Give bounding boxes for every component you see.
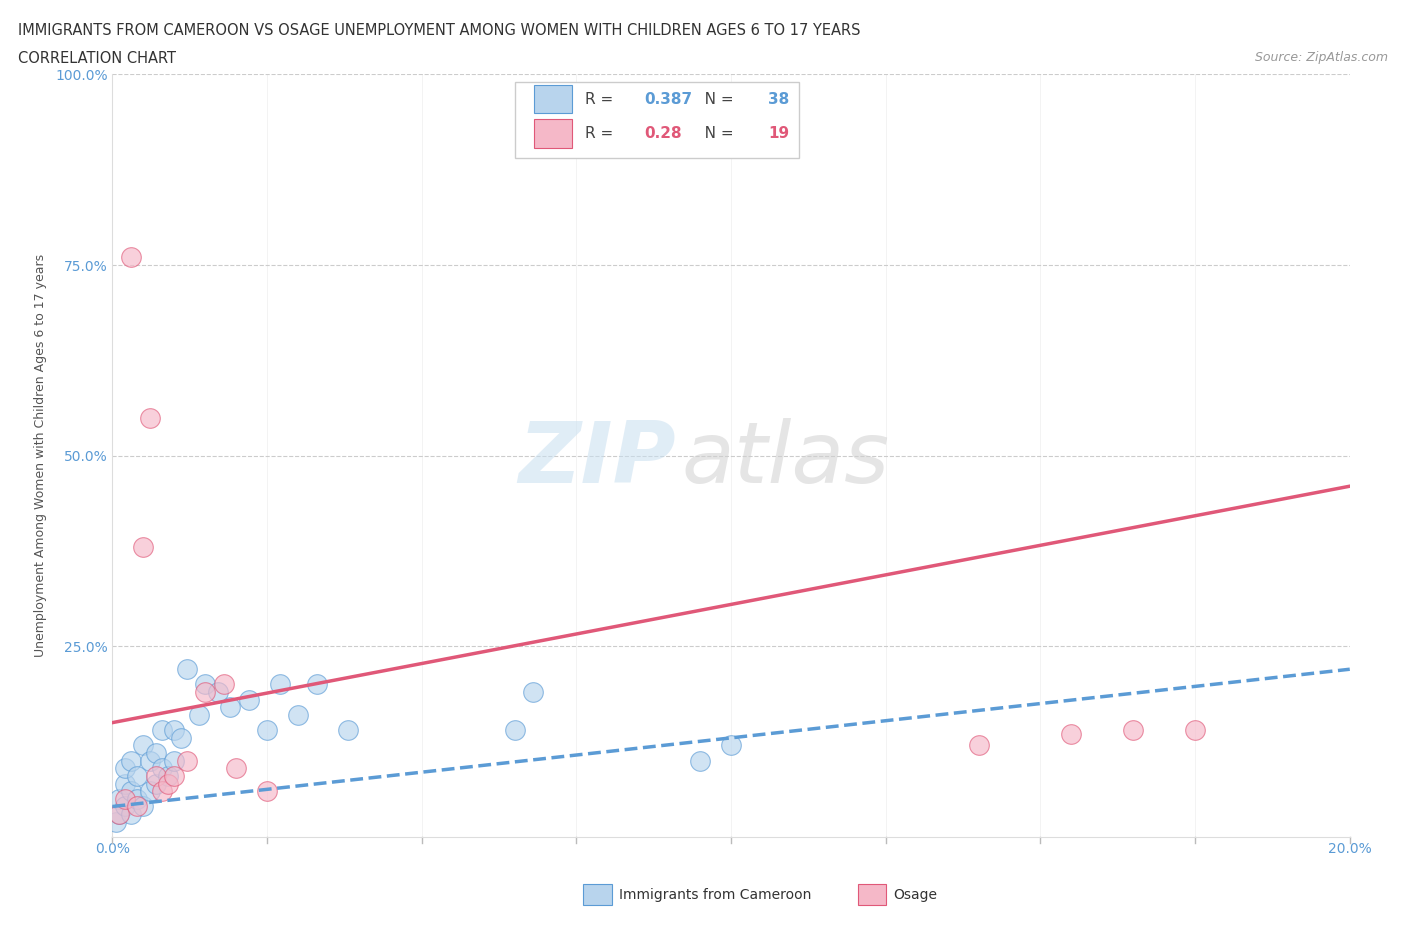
Bar [583, 884, 612, 905]
Y-axis label: Unemployment Among Women with Children Ages 6 to 17 years: Unemployment Among Women with Children A… [34, 254, 46, 658]
Point [1060, 726, 1083, 741]
Point [176, 662, 198, 677]
Point [689, 753, 711, 768]
Point [120, 250, 142, 265]
Point [207, 684, 229, 699]
Text: R =: R = [585, 126, 619, 141]
Point [238, 692, 260, 707]
Point [132, 738, 155, 753]
Point [256, 723, 278, 737]
Point [145, 746, 167, 761]
Point [967, 738, 990, 753]
Point [138, 410, 160, 425]
Point [163, 753, 186, 768]
Text: Source: ZipAtlas.com: Source: ZipAtlas.com [1254, 51, 1388, 64]
Point [120, 784, 142, 799]
Point [169, 730, 191, 745]
Text: R =: R = [585, 92, 619, 107]
Text: CORRELATION CHART: CORRELATION CHART [18, 51, 176, 66]
Text: N =: N = [690, 126, 738, 141]
Point [212, 677, 235, 692]
Point [150, 761, 173, 776]
Point [336, 723, 359, 737]
FancyBboxPatch shape [515, 82, 799, 158]
Point [188, 708, 211, 723]
Point [219, 700, 242, 715]
Point [150, 723, 173, 737]
Point [256, 784, 278, 799]
Text: 0.387: 0.387 [644, 92, 693, 107]
Text: IMMIGRANTS FROM CAMEROON VS OSAGE UNEMPLOYMENT AMONG WOMEN WITH CHILDREN AGES 6 : IMMIGRANTS FROM CAMEROON VS OSAGE UNEMPL… [18, 23, 860, 38]
Point [132, 539, 155, 554]
Bar [858, 884, 886, 905]
Point [132, 799, 155, 814]
Point [157, 768, 180, 783]
Point [127, 791, 149, 806]
Point [138, 784, 160, 799]
FancyBboxPatch shape [534, 85, 571, 113]
Text: ZIP: ZIP [517, 418, 675, 501]
Point [157, 777, 180, 791]
Point [138, 753, 160, 768]
Point [114, 761, 136, 776]
Point [127, 768, 149, 783]
FancyBboxPatch shape [534, 119, 571, 148]
Text: 38: 38 [768, 92, 790, 107]
Point [163, 723, 186, 737]
Point [225, 761, 247, 776]
Point [127, 799, 149, 814]
Point [107, 806, 129, 821]
Point [522, 684, 544, 699]
Point [107, 791, 129, 806]
Point [269, 677, 291, 692]
Point [120, 806, 142, 821]
Point [1184, 723, 1206, 737]
Text: Immigrants from Cameroon: Immigrants from Cameroon [619, 887, 811, 902]
Point [503, 723, 526, 737]
Point [194, 684, 217, 699]
Point [150, 784, 173, 799]
Point [1122, 723, 1144, 737]
Point [114, 777, 136, 791]
Point [107, 806, 129, 821]
Point [305, 677, 328, 692]
Point [720, 738, 742, 753]
Text: 19: 19 [768, 126, 789, 141]
Point [287, 708, 309, 723]
Point [114, 791, 136, 806]
Point [120, 753, 142, 768]
Text: N =: N = [690, 92, 738, 107]
Text: atlas: atlas [682, 418, 890, 501]
Point [145, 768, 167, 783]
Text: Osage: Osage [893, 887, 936, 902]
Point [176, 753, 198, 768]
Point [114, 799, 136, 814]
Point [163, 768, 186, 783]
Point [145, 777, 167, 791]
Text: 0.28: 0.28 [644, 126, 682, 141]
Point [194, 677, 217, 692]
Point [104, 815, 127, 830]
